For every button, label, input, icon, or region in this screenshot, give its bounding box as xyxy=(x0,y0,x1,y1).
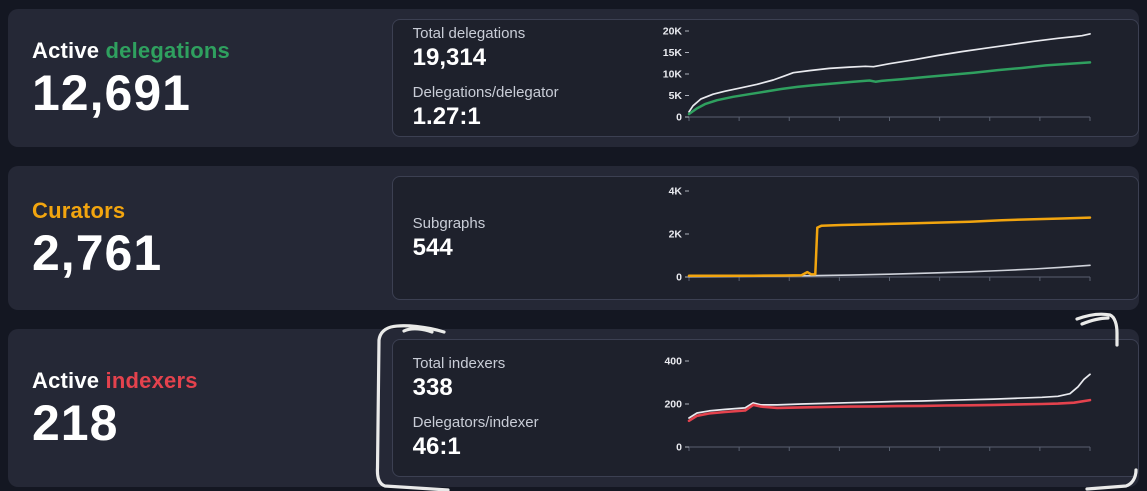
stat-label: Subgraphs xyxy=(412,214,486,232)
stat-label: Delegators/indexer xyxy=(412,414,539,431)
title-prefix: Active xyxy=(32,368,106,393)
svg-text:200: 200 xyxy=(664,399,682,411)
title-prefix: Active xyxy=(32,38,106,63)
svg-text:0: 0 xyxy=(676,112,682,124)
stat-total-delegations: Total delegations 19,314 xyxy=(413,25,653,72)
title-highlight: delegations xyxy=(105,38,230,63)
delegations-line-chart: 0 5K 10K 15K 20K xyxy=(662,26,1091,124)
svg-text:0: 0 xyxy=(676,442,682,454)
stats-panel-indexers: Total indexers 338 Delegators/indexer 46… xyxy=(391,339,1139,477)
curators-count: 2,761 xyxy=(32,225,163,281)
card-title: Active indexers xyxy=(32,368,392,394)
card-title: Active delegations xyxy=(32,38,392,64)
stats-panel-delegations: Total delegations 19,314 Delegations/del… xyxy=(391,19,1139,137)
card-headline: Curators 2,761 xyxy=(32,198,392,278)
stats-column: Total delegations 19,314 Delegations/del… xyxy=(413,25,653,131)
stat-value: 1.27:1 xyxy=(412,103,481,130)
card-headline: Active delegations 12,691 xyxy=(32,38,392,118)
card-active-indexers: Active indexers 218 Total indexers 338 D… xyxy=(8,329,1139,487)
stats-panel-curators: Subgraphs 544 0 2K 4K xyxy=(391,176,1139,300)
indexers-line-chart: 0 200 400 xyxy=(664,356,1091,454)
svg-text:400: 400 xyxy=(664,356,682,368)
svg-text:4K: 4K xyxy=(668,186,682,198)
svg-text:0: 0 xyxy=(676,272,682,284)
active-delegations-count: 12,691 xyxy=(32,65,191,121)
stat-label: Total indexers xyxy=(412,355,506,372)
stat-label: Total delegations xyxy=(412,25,526,42)
stat-delegators-per-indexer: Delegators/indexer 46:1 xyxy=(413,414,653,461)
title-highlight: indexers xyxy=(105,368,198,393)
stat-value: 46:1 xyxy=(412,433,461,460)
active-indexers-count: 218 xyxy=(32,395,119,451)
stat-value: 338 xyxy=(412,374,453,401)
title-highlight: Curators xyxy=(32,198,126,223)
stat-subgraphs: Subgraphs 544 xyxy=(413,215,653,262)
stats-column: Subgraphs 544 xyxy=(413,215,653,262)
svg-text:5K: 5K xyxy=(668,90,682,102)
stat-delegations-per-delegator: Delegations/delegator 1.27:1 xyxy=(413,84,653,131)
stat-total-indexers: Total indexers 338 xyxy=(413,355,653,402)
svg-text:15K: 15K xyxy=(662,47,682,59)
stat-label: Delegations/delegator xyxy=(412,84,559,101)
card-title: Curators xyxy=(32,198,392,224)
svg-text:20K: 20K xyxy=(662,26,682,38)
card-active-delegations: Active delegations 12,691 Total delegati… xyxy=(8,9,1139,147)
curators-line-chart: 0 2K 4K xyxy=(668,186,1091,284)
stat-value: 19,314 xyxy=(412,44,487,71)
stats-column: Total indexers 338 Delegators/indexer 46… xyxy=(413,355,653,461)
svg-text:10K: 10K xyxy=(662,69,682,81)
card-curators: Curators 2,761 Subgraphs 544 0 2K 4K xyxy=(8,166,1139,310)
card-headline: Active indexers 218 xyxy=(32,368,392,448)
svg-text:2K: 2K xyxy=(668,229,682,241)
stat-value: 544 xyxy=(412,233,453,261)
